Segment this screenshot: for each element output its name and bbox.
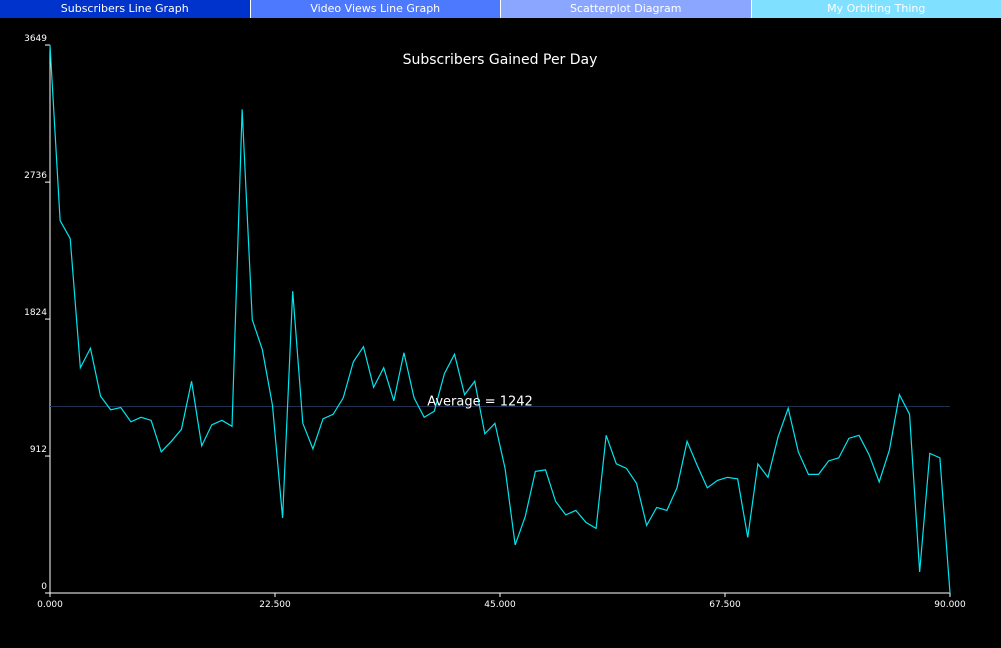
x-tick-label: 90.000 xyxy=(934,600,966,610)
y-tick-label: 1824 xyxy=(24,308,47,318)
x-tick-label: 67.500 xyxy=(709,600,741,610)
tab-bar: Subscribers Line Graph Video Views Line … xyxy=(0,0,1001,18)
tab-subscribers-line-graph[interactable]: Subscribers Line Graph xyxy=(0,0,251,18)
x-tick-label: 45.000 xyxy=(484,600,516,610)
x-axis-ticks: 0.000 22.500 45.000 67.500 90.000 xyxy=(37,593,966,610)
chart-title: Subscribers Gained Per Day xyxy=(403,52,598,68)
series-line-subscribers xyxy=(49,44,951,594)
line-chart: Subscribers Gained Per Day 0 912 1824 2736 3… xyxy=(24,34,966,610)
y-tick-label: 3649 xyxy=(24,34,47,44)
x-tick-label: 0.000 xyxy=(37,600,63,610)
x-tick-label: 22.500 xyxy=(259,600,291,610)
tab-scatterplot-diagram[interactable]: Scatterplot Diagram xyxy=(501,0,752,18)
y-tick-label: 912 xyxy=(30,445,47,455)
y-axis-ticks: 0 912 1824 2736 3649 xyxy=(24,34,50,594)
y-tick-label: 0 xyxy=(41,582,47,592)
tab-video-views-line-graph[interactable]: Video Views Line Graph xyxy=(250,0,501,18)
y-tick-label: 2736 xyxy=(24,171,47,181)
tab-my-orbiting-thing[interactable]: My Orbiting Thing xyxy=(751,0,1001,18)
average-label: Average = 1242 xyxy=(427,394,533,409)
